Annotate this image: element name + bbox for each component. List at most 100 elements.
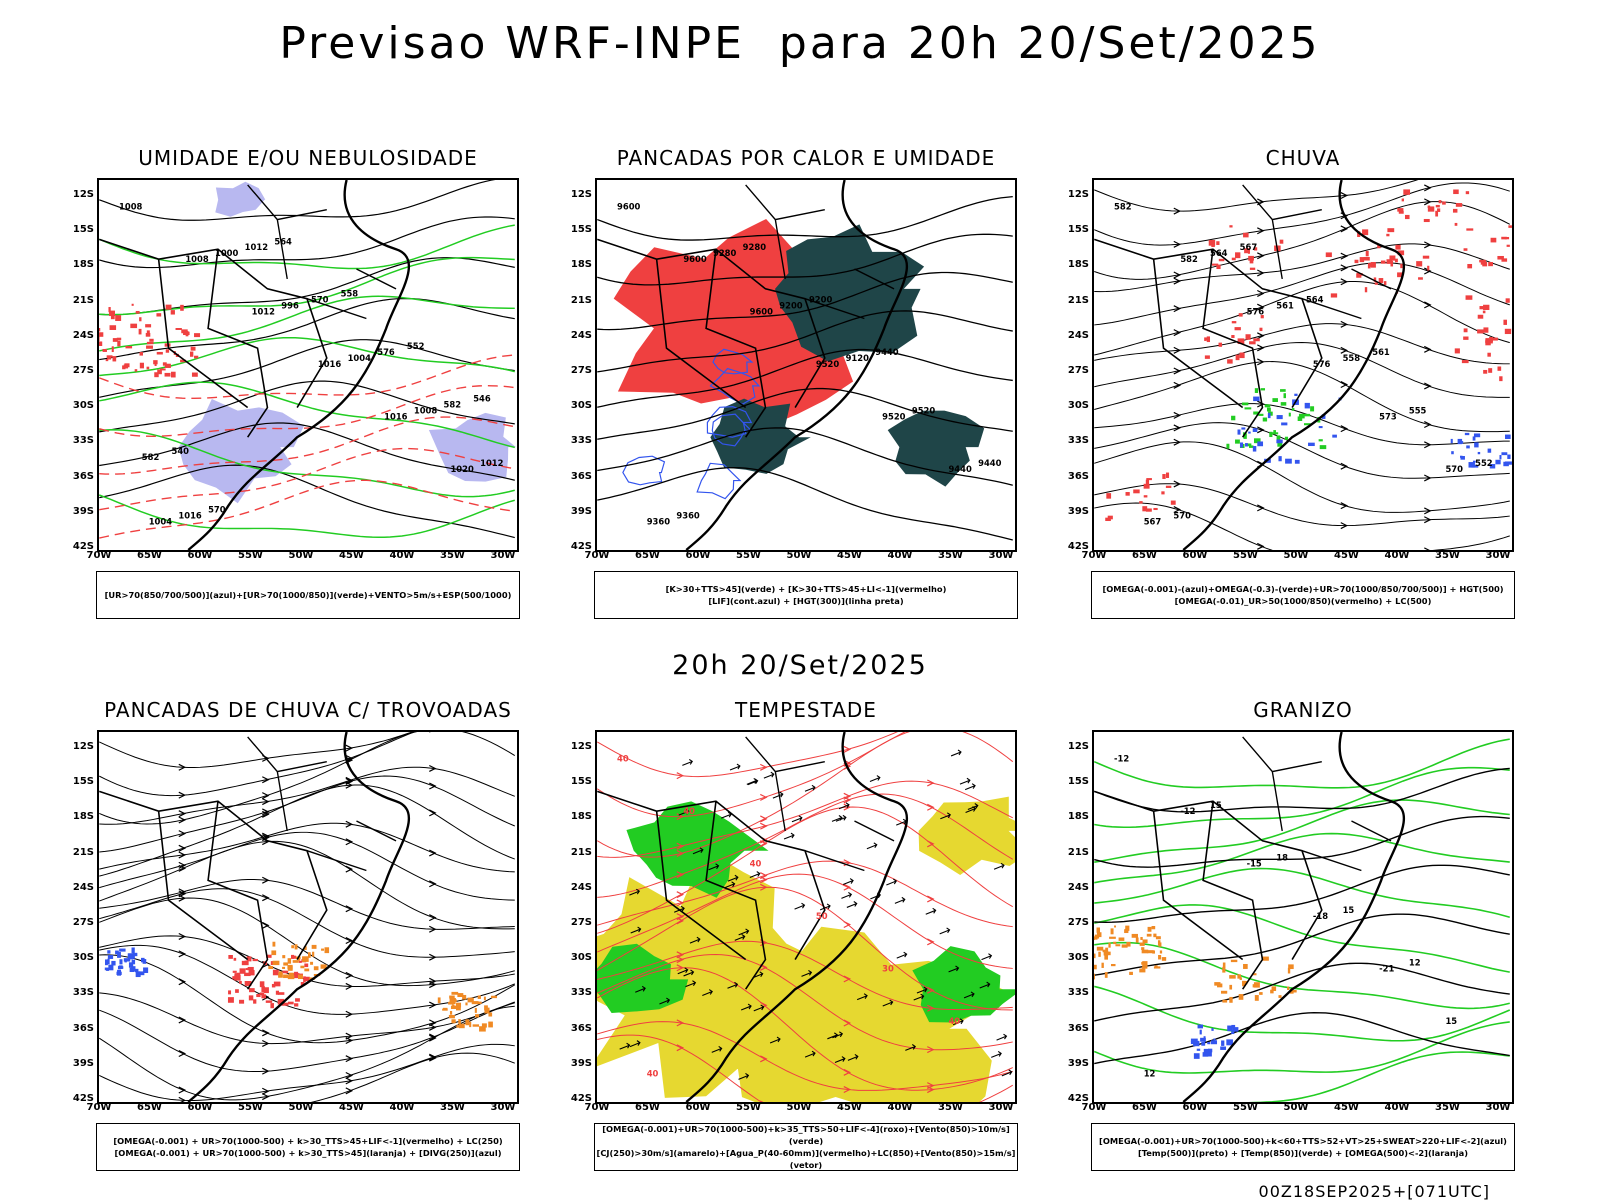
latitude-tick: 39S [562, 506, 592, 517]
legend-line: [OMEGA(-0.01)_UR>50(1000/850)(vermelho) … [1092, 595, 1514, 607]
longitude-tick: 50W [286, 550, 316, 561]
latitude-tick: 36S [64, 1023, 94, 1034]
hail-risk-area [1221, 1040, 1224, 1045]
contour-label: 564 [274, 236, 292, 246]
rain-omega-area [1505, 329, 1511, 334]
convection-area [295, 944, 298, 949]
rain-omega-area [1253, 338, 1259, 341]
weak-omega-area [1501, 452, 1507, 455]
convection-area [451, 1019, 455, 1023]
divergence-area [115, 951, 119, 955]
longitude-tick: 50W [286, 1102, 316, 1113]
strong-omega-area [1299, 414, 1305, 419]
convection-area [479, 1026, 486, 1031]
weak-omega-area [1294, 394, 1297, 396]
legend-line: [Temp(500)](preto) + [Temp(850)](verde) … [1092, 1147, 1514, 1159]
contour-line [99, 465, 515, 537]
omega500-area [1148, 927, 1152, 932]
streamline [1094, 343, 1510, 398]
rain-omega-area [1435, 211, 1438, 217]
rain-omega-area [1462, 360, 1469, 363]
rain-omega-area [1239, 313, 1243, 316]
longitude-tick: 35W [438, 550, 468, 561]
strong-omega-area [1226, 444, 1229, 449]
contour-line [99, 480, 515, 538]
wind-vector [784, 833, 794, 839]
red-contour-fragment [99, 328, 100, 331]
rain-omega-area [1331, 293, 1337, 297]
convection-area [472, 1001, 479, 1004]
weak-omega-area [1458, 439, 1461, 444]
convection-area [443, 1008, 447, 1010]
latitude-tick: 39S [1059, 506, 1089, 517]
panel-title: PANCADAS POR CALOR E UMIDADE [591, 146, 1021, 170]
omega500-area [1288, 964, 1294, 969]
omega500-area [1259, 992, 1263, 995]
convection-area [278, 973, 283, 978]
divergence-area [108, 965, 113, 971]
storm-area [294, 1003, 298, 1006]
red-contour-fragment [160, 368, 166, 370]
rain-omega-area [1211, 242, 1215, 247]
contour-label: 555 [1409, 405, 1427, 415]
latitude-tick: 33S [64, 435, 94, 446]
rain-omega-area [1487, 353, 1490, 357]
convection-area [304, 969, 309, 972]
rain-omega-area [1483, 370, 1487, 374]
streamline [99, 1003, 515, 1072]
divergence-area [132, 960, 135, 965]
low-humidity-contour [99, 225, 515, 268]
rain-omega-area [1166, 473, 1169, 478]
red-contour-fragment [155, 362, 157, 366]
legend-line: [OMEGA(-0.001) + UR>70(1000-500) + k>30_… [97, 1135, 519, 1147]
convection-area [469, 1022, 471, 1027]
contour-line [1094, 963, 1510, 1021]
contour-label: 9440 [875, 347, 899, 357]
legend-line: [CJ(250)>30m/s](amarelo)+[Agua_P(40-60mm… [595, 1147, 1017, 1171]
contour-label: 582 [142, 452, 160, 462]
storm-area [248, 967, 254, 971]
weak-omega-area [1240, 442, 1243, 447]
strong-omega-area [1265, 404, 1271, 407]
contour-label: 564 [1210, 248, 1228, 258]
storm-area [274, 982, 281, 987]
red-contour-fragment [154, 372, 158, 377]
storm-area [249, 956, 251, 961]
longitude-tick: 35W [936, 550, 966, 561]
longitude-tick: 40W [885, 1102, 915, 1113]
contour-label: -18 [1313, 911, 1328, 921]
streamline-arrow [844, 922, 850, 928]
contour-label: 1012 [480, 458, 504, 468]
streamline-arrow [429, 810, 435, 816]
hail-risk-area [1201, 1042, 1205, 1046]
rain-omega-area [1326, 252, 1332, 257]
wind-vector [730, 764, 740, 770]
latitude-tick: 39S [64, 506, 94, 517]
rain-omega-area [1423, 256, 1429, 259]
latitude-tick: 24S [64, 330, 94, 341]
wind-vector [886, 879, 896, 885]
omega500-area [1222, 967, 1225, 973]
contour-label: 9360 [676, 510, 700, 520]
omega500-area [1214, 982, 1220, 986]
latitude-tick: 12S [1059, 741, 1089, 752]
convection-area [282, 967, 285, 969]
convection-area [302, 956, 309, 962]
longitude-tick: 45W [835, 1102, 865, 1113]
latitude-tick: 24S [1059, 330, 1089, 341]
omega500-area [1255, 995, 1259, 1001]
latitude-tick: 21S [64, 847, 94, 858]
wind-vector [897, 952, 907, 958]
wind-vector [764, 772, 774, 778]
rain-omega-area [1501, 237, 1507, 240]
contour-label: 576 [1247, 307, 1265, 317]
storm-area [239, 1000, 244, 1004]
omega500-area [1221, 991, 1227, 994]
rain-omega-area [1463, 337, 1468, 340]
red-contour-fragment [180, 305, 184, 311]
rain-omega-area [1235, 252, 1240, 258]
omega500-area [1108, 943, 1110, 948]
contour-label: -15 [1247, 859, 1262, 869]
rain-omega-area [1466, 295, 1473, 299]
omega500-area [1094, 965, 1097, 970]
